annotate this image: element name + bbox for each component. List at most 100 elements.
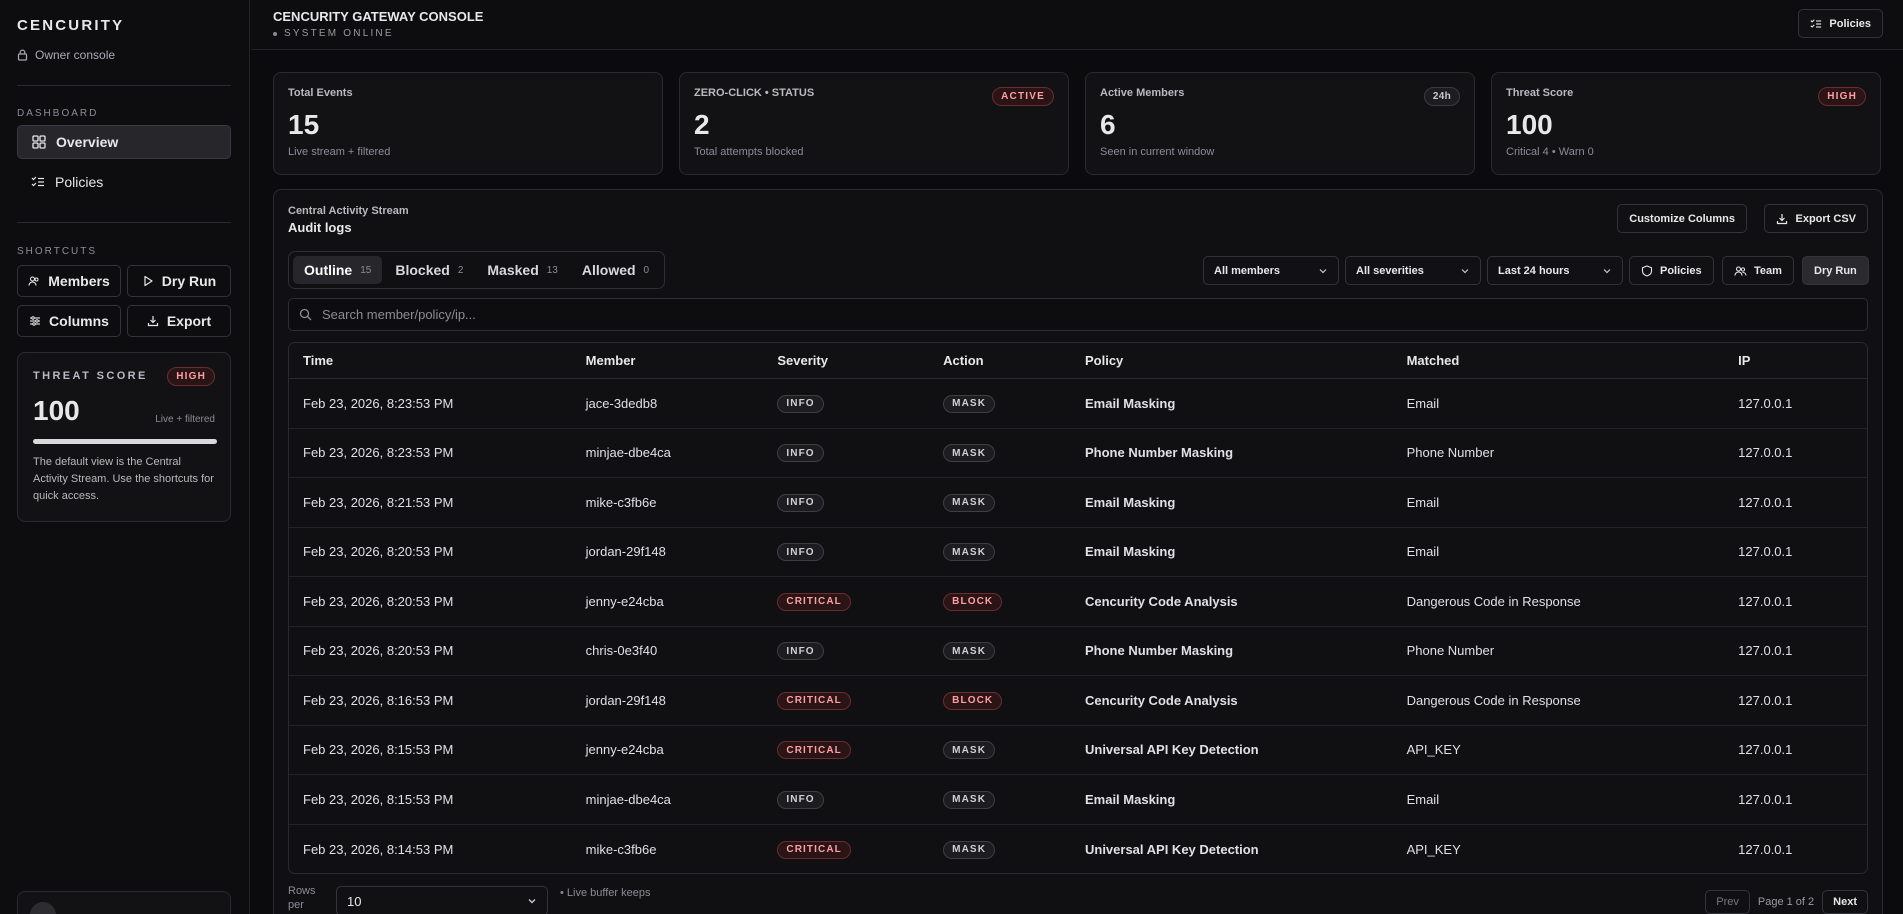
tab-blocked[interactable]: Blocked 2 (384, 256, 474, 284)
cell-matched: Phone Number (1406, 445, 1495, 461)
dry-run-button[interactable]: Dry Run (1802, 256, 1869, 285)
export-shortcut-button[interactable]: Export (127, 305, 231, 337)
header-policies-label: Policies (1829, 17, 1871, 30)
sidebar-item-policies[interactable]: Policies (17, 165, 231, 199)
severities-filter-select[interactable]: All severities (1345, 256, 1481, 285)
column-header-time[interactable]: Time (303, 353, 334, 368)
action-badge: MASK (943, 543, 996, 561)
severity-badge: CRITICAL (777, 741, 851, 759)
table-row[interactable]: Feb 23, 2026, 8:15:53 PM jenny-e24cba CRIT… (289, 726, 1867, 775)
table-row[interactable]: Feb 23, 2026, 8:20:53 PM chris-0e3f40 INFO… (289, 627, 1867, 676)
system-status: SYSTEM ONLINE (273, 28, 394, 39)
top-bar: CENCURITY GATEWAY CONSOLE SYSTEM ONLINE … (251, 0, 1903, 50)
customize-columns-button[interactable]: Customize Columns (1617, 204, 1747, 233)
table-row[interactable]: Feb 23, 2026, 8:23:53 PM minjae-dbe4ca INF… (289, 429, 1867, 478)
column-header-action[interactable]: Action (943, 353, 984, 368)
cell-action: BLOCK (943, 592, 1085, 611)
columns-shortcut-label: Columns (49, 313, 109, 329)
pagination: Prev Page 1 of 2 Next (1705, 890, 1868, 914)
team-button[interactable]: Team (1722, 256, 1794, 285)
cell-time: Feb 23, 2026, 8:20:53 PM (303, 643, 454, 659)
rows-per-page-value: 10 (347, 893, 362, 909)
system-status-text: SYSTEM ONLINE (284, 28, 394, 39)
dry-run-shortcut-button[interactable]: Dry Run (127, 265, 231, 297)
panel-policies-button[interactable]: Policies (1629, 256, 1714, 285)
window-badge: 24h (1423, 87, 1460, 106)
lock-icon (17, 49, 28, 61)
members-shortcut-button[interactable]: Members (17, 265, 121, 297)
tab-allowed[interactable]: Allowed 0 (571, 256, 660, 284)
severity-badge: CRITICAL (777, 840, 851, 859)
cell-policy: Cencurity Code Analysis (1084, 692, 1238, 708)
table-body: Feb 23, 2026, 8:23:53 PM jace-3dedb8 INFO M… (289, 379, 1867, 874)
tab-outline[interactable]: Outline 15 (293, 256, 383, 284)
tab-count: 0 (643, 264, 650, 276)
action-badge: MASK (943, 394, 996, 413)
next-page-button[interactable]: Next (1822, 890, 1868, 914)
members-filter-select[interactable]: All members (1203, 256, 1339, 285)
cell-member: minjae-dbe4ca (585, 445, 671, 461)
cell-action: MASK (943, 493, 1085, 512)
cell-matched: Email (1406, 544, 1440, 560)
cell-policy: Email Masking (1084, 791, 1176, 807)
chevron-down-icon (1602, 266, 1612, 276)
customize-columns-label: Customize Columns (1629, 212, 1735, 225)
cell-severity: INFO (777, 543, 943, 561)
time-range-select[interactable]: Last 24 hours (1487, 256, 1623, 285)
users-icon (28, 275, 40, 287)
threat-score-bar (33, 439, 217, 444)
sidebar-item-label: Overview (56, 134, 119, 150)
cell-policy: Cencurity Code Analysis (1084, 593, 1238, 609)
column-header-severity[interactable]: Severity (777, 353, 828, 368)
export-csv-button[interactable]: Export CSV (1764, 204, 1868, 233)
prev-page-button[interactable]: Prev (1705, 890, 1750, 914)
tab-count: 2 (457, 264, 464, 276)
team-label: Team (1754, 264, 1782, 277)
search-icon (299, 308, 312, 321)
threat-score-description: The default view is the Central Activity… (33, 456, 214, 502)
search-input[interactable]: Search member/policy/ip... (288, 298, 1868, 331)
stat-card-threat-score: Threat Score HIGH 100 Critical 4 • Warn … (1491, 72, 1881, 175)
cell-time: Feb 23, 2026, 8:23:53 PM (303, 395, 454, 411)
column-header-policy[interactable]: Policy (1084, 353, 1124, 368)
stat-value: 6 (1100, 109, 1116, 140)
cell-action: BLOCK (943, 691, 1085, 710)
rows-per-page-select[interactable]: 10 (336, 886, 548, 914)
stat-label: Active Members (1100, 87, 1185, 99)
tab-label: Allowed (581, 262, 636, 278)
table-row[interactable]: Feb 23, 2026, 8:20:53 PM jenny-e24cba CRIT… (289, 577, 1867, 627)
header-policies-button[interactable]: Policies (1798, 9, 1883, 38)
cell-policy: Email Masking (1084, 395, 1176, 411)
table-row[interactable]: Feb 23, 2026, 8:16:53 PM jordan-29f148 CRI… (289, 676, 1867, 726)
table-row[interactable]: Feb 23, 2026, 8:20:53 PM jordan-29f148 INF… (289, 528, 1867, 577)
download-icon (1776, 213, 1788, 225)
columns-shortcut-button[interactable]: Columns (17, 305, 121, 337)
table-row[interactable]: Feb 23, 2026, 8:14:53 PM mike-c3fb6e CRITI… (289, 825, 1867, 874)
column-header-ip[interactable]: IP (1738, 353, 1751, 368)
rows-per-page-label: Rows per (288, 885, 316, 911)
column-header-matched[interactable]: Matched (1406, 353, 1460, 368)
cell-ip: 127.0.0.1 (1738, 791, 1793, 807)
panel-policies-label: Policies (1660, 264, 1702, 277)
threat-score-label: THREAT SCORE (33, 370, 148, 382)
tab-masked[interactable]: Masked 13 (476, 256, 568, 284)
table-footer: Rows per 10 • Live buffer keeps Prev Pag… (288, 884, 1868, 914)
severity-badge: INFO (777, 394, 824, 413)
table-row[interactable]: Feb 23, 2026, 8:23:53 PM jace-3dedb8 INFO M… (289, 379, 1867, 429)
cell-matched: API_KEY (1406, 742, 1461, 758)
table-row[interactable]: Feb 23, 2026, 8:21:53 PM mike-c3fb6e INFO M… (289, 478, 1867, 528)
panel-title: Audit logs (288, 220, 352, 235)
divider (17, 222, 231, 223)
tab-count: 13 (546, 264, 558, 276)
action-badge: MASK (943, 444, 996, 462)
cell-member: jenny-e24cba (585, 742, 664, 758)
cell-matched: Phone Number (1406, 643, 1495, 659)
list-check-icon (1810, 18, 1822, 30)
column-header-member[interactable]: Member (585, 353, 636, 368)
user-card[interactable] (17, 891, 231, 914)
action-badge: MASK (943, 493, 996, 512)
table-row[interactable]: Feb 23, 2026, 8:15:53 PM minjae-dbe4ca INF… (289, 775, 1867, 825)
audit-log-table: Time Member Severity Action Policy Match… (288, 342, 1868, 874)
cell-ip: 127.0.0.1 (1738, 593, 1793, 609)
sidebar-item-overview[interactable]: Overview (17, 125, 231, 159)
